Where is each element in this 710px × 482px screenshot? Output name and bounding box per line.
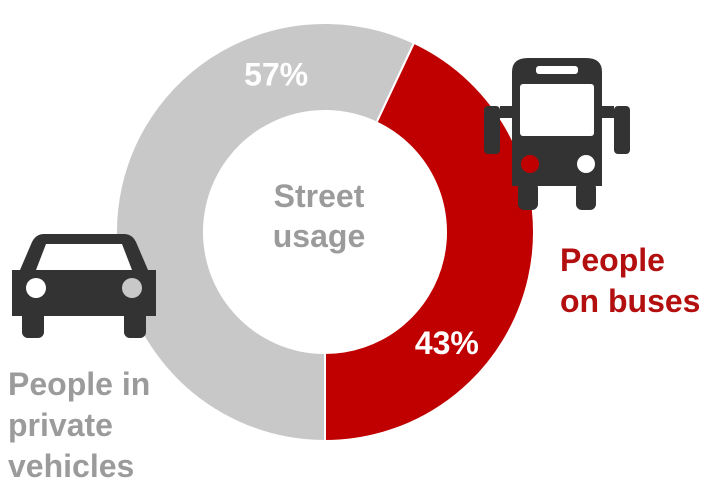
legend-buses: People on buses — [560, 240, 700, 322]
slice-label-bus: 43% — [415, 325, 479, 361]
legend-private-line-1: People in — [8, 366, 151, 402]
center-title-line-1: Street — [273, 178, 365, 214]
legend-private-vehicles: People in private vehicles — [8, 364, 150, 482]
legend-private-line-2: private — [8, 407, 113, 443]
legend-bus-line-2: on buses — [560, 283, 701, 319]
slice-label-private: 57% — [244, 56, 308, 92]
bus-icon — [484, 58, 630, 210]
center-title-line-2: usage — [272, 218, 366, 254]
legend-private-line-3: vehicles — [8, 448, 135, 482]
legend-bus-line-1: People — [560, 242, 665, 278]
car-icon — [12, 234, 156, 338]
chart-center-title: Street usage — [224, 176, 414, 256]
